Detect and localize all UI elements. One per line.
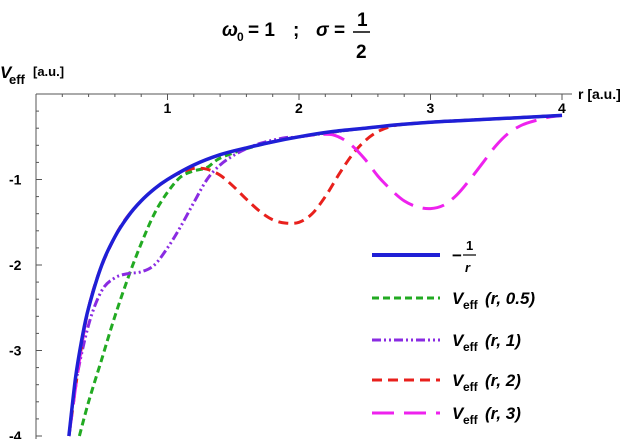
chart-title: ω 0 = 1 ; σ = 1 2 [222, 10, 370, 63]
legend-label-veff-3-main: V [452, 404, 465, 423]
x-axis-ticks [61, 94, 563, 100]
y-axis-tick-labels: -1 -2 -3 -4 [9, 172, 22, 439]
title-separator: ; [293, 20, 299, 41]
title-omega: ω [222, 20, 238, 41]
x-tick-label-4: 4 [558, 100, 566, 116]
legend-label-veff-3-args: (r, 3) [485, 404, 521, 423]
x-axis-label: r [a.u.] [578, 86, 621, 102]
legend-label-veff-2-args: (r, 2) [485, 371, 521, 390]
legend: − 1 r V eff (r, 0.5) V eff (r, 1) V eff … [372, 238, 535, 427]
y-axis-label-unit: [a.u.] [33, 64, 64, 79]
legend-label-veff-0.5-main: V [452, 289, 465, 308]
title-omega-subscript: 0 [237, 30, 244, 44]
title-sigma-equals: = [334, 20, 345, 41]
series-layer [67, 113, 563, 437]
title-sigma: σ [316, 20, 330, 41]
legend-label-veff-2-subscript: eff [463, 380, 479, 394]
legend-label-reciprocal-prefix: − [452, 246, 462, 265]
legend-label-reciprocal-numerator: 1 [466, 238, 473, 253]
x-tick-label-3: 3 [427, 100, 435, 116]
y-axis-label: V eff [a.u.] [0, 63, 64, 87]
x-tick-label-1: 1 [164, 100, 172, 116]
legend-label-veff-3-subscript: eff [463, 413, 479, 427]
y-tick-label--4: -4 [9, 428, 22, 439]
y-axis-label-main: V [0, 63, 13, 82]
legend-label-veff-2-main: V [452, 371, 465, 390]
x-tick-label-2: 2 [295, 100, 303, 116]
legend-label-veff-0.5-subscript: eff [463, 298, 479, 312]
y-tick-label--2: -2 [9, 257, 22, 273]
legend-label-reciprocal-denominator: r [465, 260, 471, 275]
series-veff-1-line [67, 113, 563, 437]
series-reciprocal-line [67, 113, 563, 437]
y-axis-label-subscript: eff [9, 72, 26, 87]
y-tick-label--3: -3 [9, 343, 22, 359]
legend-label-veff-0.5-args: (r, 0.5) [485, 289, 535, 308]
title-sigma-denominator: 2 [356, 42, 367, 63]
y-axis-ticks [36, 110, 42, 437]
title-sigma-numerator: 1 [357, 10, 368, 31]
y-tick-label--1: -1 [9, 172, 22, 188]
legend-label-veff-1-args: (r, 1) [485, 331, 521, 350]
title-omega-value: = 1 [248, 20, 275, 41]
legend-label-veff-1-main: V [452, 331, 465, 350]
series-veff-0.5-line [77, 113, 563, 437]
legend-label-veff-1-subscript: eff [463, 340, 479, 354]
x-axis-tick-labels: 1 2 3 4 [164, 100, 567, 116]
